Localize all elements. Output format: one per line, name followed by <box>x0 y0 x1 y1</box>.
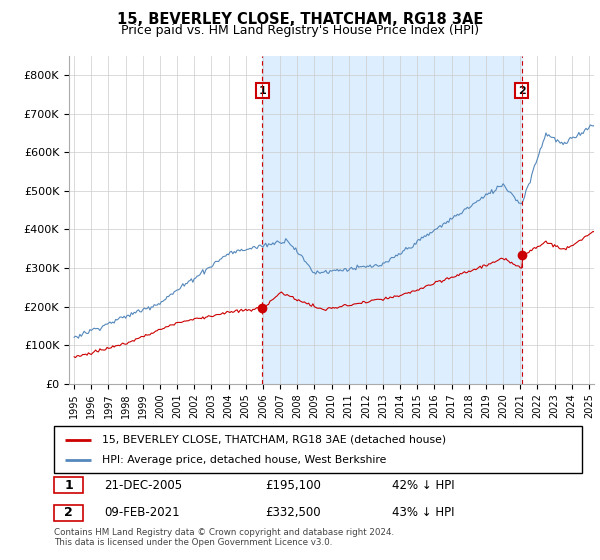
Text: 21-DEC-2005: 21-DEC-2005 <box>104 479 182 492</box>
Text: 15, BEVERLEY CLOSE, THATCHAM, RG18 3AE (detached house): 15, BEVERLEY CLOSE, THATCHAM, RG18 3AE (… <box>101 435 446 445</box>
Text: 09-FEB-2021: 09-FEB-2021 <box>104 506 180 519</box>
Text: HPI: Average price, detached house, West Berkshire: HPI: Average price, detached house, West… <box>101 455 386 465</box>
Text: £332,500: £332,500 <box>265 506 321 519</box>
Text: Price paid vs. HM Land Registry's House Price Index (HPI): Price paid vs. HM Land Registry's House … <box>121 24 479 36</box>
Bar <box>54 505 83 521</box>
Bar <box>54 477 83 493</box>
Text: 15, BEVERLEY CLOSE, THATCHAM, RG18 3AE: 15, BEVERLEY CLOSE, THATCHAM, RG18 3AE <box>117 12 483 27</box>
Text: 43% ↓ HPI: 43% ↓ HPI <box>392 506 454 519</box>
Text: 2: 2 <box>64 506 73 519</box>
Text: 1: 1 <box>64 479 73 492</box>
Bar <box>262 56 522 384</box>
Text: Contains HM Land Registry data © Crown copyright and database right 2024.
This d: Contains HM Land Registry data © Crown c… <box>54 528 394 547</box>
Text: £195,100: £195,100 <box>265 479 321 492</box>
Text: 42% ↓ HPI: 42% ↓ HPI <box>392 479 455 492</box>
Text: 2: 2 <box>518 86 526 96</box>
Text: 1: 1 <box>259 86 266 96</box>
